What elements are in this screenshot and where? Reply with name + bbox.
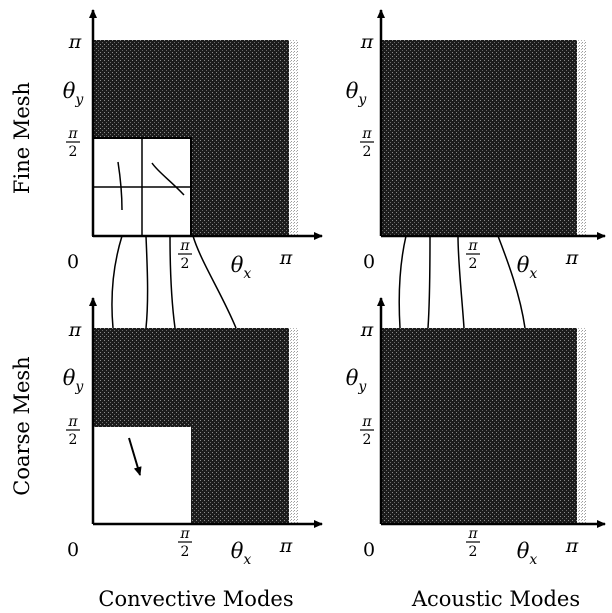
panel-fine-acoustic [377, 9, 606, 240]
mode-curve [117, 161, 123, 211]
stipple-edge [289, 40, 298, 236]
mapping-curve [398, 235, 407, 329]
x-tick-half-den: 2 [469, 544, 478, 560]
row-label-coarse: Coarse Mesh [10, 356, 34, 495]
column-label-acoustic: Acoustic Modes [411, 587, 580, 611]
y-tick-half-num: π [67, 414, 78, 430]
x-tick-pi: π [565, 535, 579, 557]
axis-labels-fine-convective: π θy π 2 0 π 2 θx π [63, 31, 293, 282]
mapping-curves-acoustic [398, 235, 526, 329]
origin-label: 0 [67, 539, 79, 561]
x-axis-label: θx [231, 253, 252, 282]
x-tick-half-num: π [467, 238, 478, 254]
x-tick-half-den: 2 [469, 256, 478, 272]
axis-labels-coarse-acoustic: π θy π 2 0 π 2 θx π [346, 319, 579, 568]
white-region [93, 427, 191, 524]
mapping-curve [169, 235, 176, 329]
x-tick-half-num: π [179, 526, 190, 542]
x-tick-half-num: π [179, 238, 190, 254]
y-tick-half-den: 2 [363, 432, 372, 448]
panel-coarse-acoustic [377, 297, 606, 528]
stipple-edge [577, 328, 586, 524]
axis-labels-fine-acoustic: π θy π 2 0 π 2 θx π [346, 31, 579, 282]
y-tick-half-num: π [67, 126, 78, 142]
x-axis-label: θx [517, 253, 538, 282]
mode-arrow [128, 437, 142, 476]
y-axis-label: θy [346, 366, 368, 395]
y-tick-pi: π [360, 319, 374, 341]
x-tick-pi: π [279, 535, 293, 557]
mapping-curve [497, 235, 526, 329]
y-tick-half-den: 2 [363, 144, 372, 160]
y-axis-label: θy [63, 366, 85, 395]
mapping-curve [427, 235, 431, 329]
origin-label: 0 [67, 251, 79, 273]
axis-labels-coarse-convective: π θy π 2 0 π 2 θx π [63, 319, 293, 568]
x-axis-label: θx [517, 539, 538, 568]
mapping-curve [192, 235, 237, 329]
y-tick-half-den: 2 [69, 432, 78, 448]
x-axis-label: θx [231, 539, 252, 568]
y-tick-half-num: π [361, 414, 372, 430]
y-tick-half-den: 2 [69, 144, 78, 160]
stipple-edge [577, 40, 586, 236]
panel-fine-convective [89, 9, 323, 240]
mapping-curves-convective [111, 235, 237, 329]
dark-region [381, 40, 577, 236]
column-label-convective: Convective Modes [98, 587, 293, 611]
y-tick-pi: π [360, 31, 374, 53]
origin-label: 0 [363, 539, 375, 561]
y-axis-label: θy [63, 79, 85, 108]
stipple-edge [289, 328, 298, 524]
x-tick-half-den: 2 [181, 256, 190, 272]
x-tick-pi: π [565, 247, 579, 269]
origin-label: 0 [363, 251, 375, 273]
x-tick-half-num: π [467, 526, 478, 542]
x-tick-pi: π [279, 247, 293, 269]
panel-coarse-convective [89, 297, 323, 528]
mode-curve [151, 162, 185, 196]
dark-region [381, 328, 577, 524]
mapping-curve [111, 235, 123, 329]
y-tick-pi: π [68, 31, 82, 53]
y-tick-pi: π [68, 319, 82, 341]
mapping-curve [145, 235, 149, 329]
y-tick-half-num: π [361, 126, 372, 142]
mapping-curve [457, 235, 465, 329]
y-axis-label: θy [346, 79, 368, 108]
row-label-fine: Fine Mesh [10, 82, 34, 194]
x-tick-half-den: 2 [181, 544, 190, 560]
